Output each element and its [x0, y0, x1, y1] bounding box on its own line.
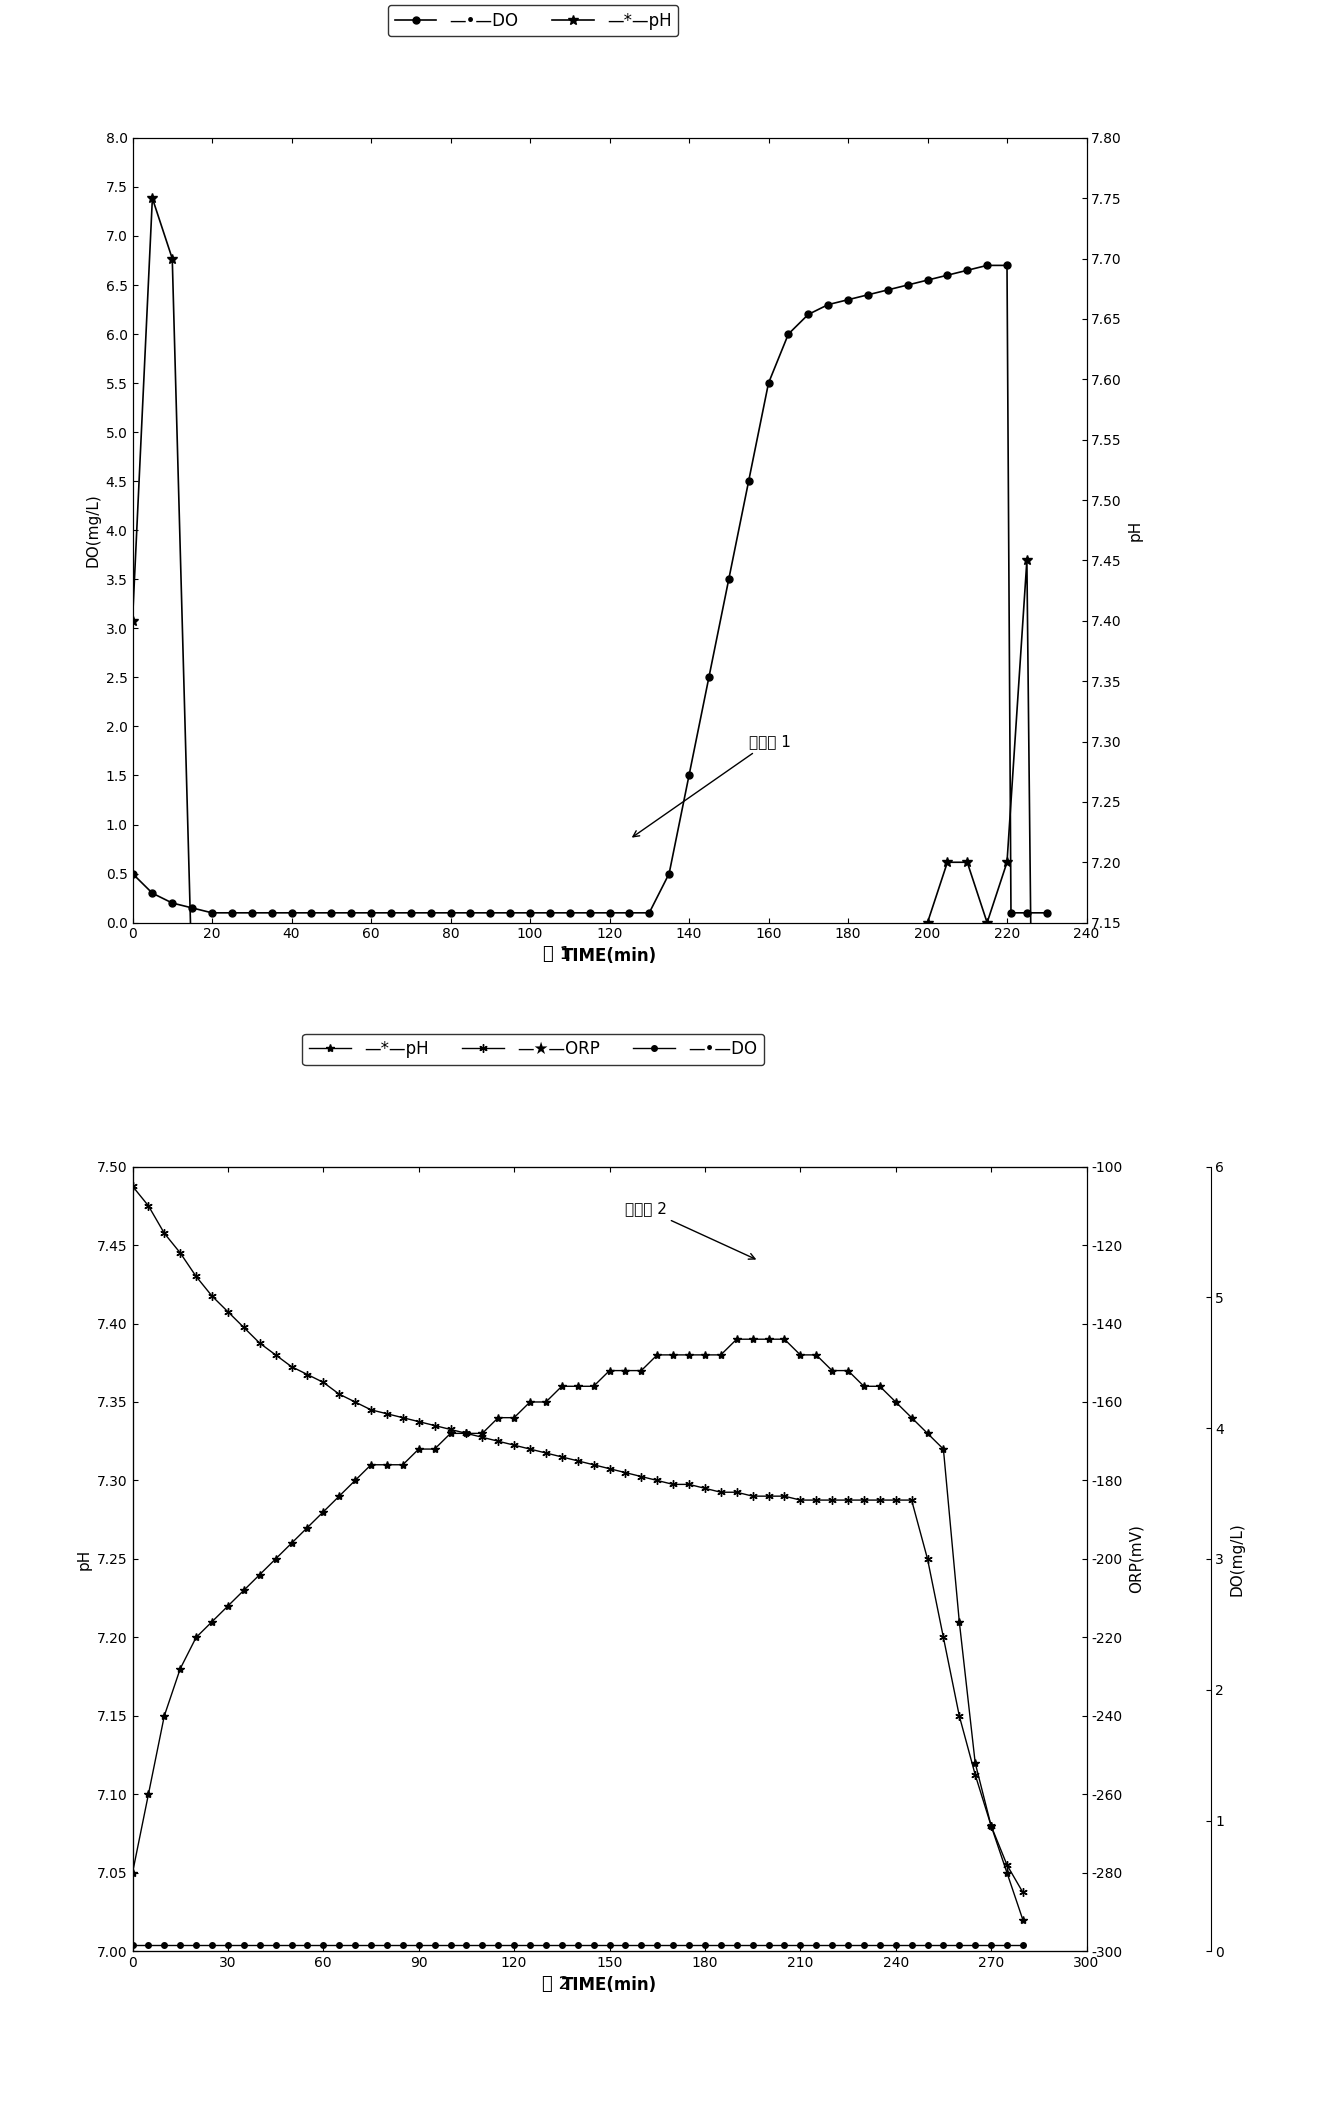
Y-axis label: pH: pH: [1128, 520, 1142, 541]
Text: 图 1: 图 1: [542, 944, 571, 963]
X-axis label: TIME(min): TIME(min): [562, 948, 657, 965]
X-axis label: TIME(min): TIME(min): [562, 1977, 657, 1994]
Y-axis label: pH: pH: [77, 1548, 91, 1570]
Y-axis label: ORP(mV): ORP(mV): [1129, 1525, 1143, 1593]
Legend: —*—pH, —★—ORP, —•—DO: —*—pH, —★—ORP, —•—DO: [302, 1033, 765, 1065]
Text: 特征点 1: 特征点 1: [633, 734, 791, 838]
Text: 图 2: 图 2: [542, 1975, 571, 1994]
Y-axis label: DO(mg/L): DO(mg/L): [85, 494, 101, 566]
Text: 特征点 2: 特征点 2: [625, 1203, 755, 1260]
Legend: —•—DO, —*—pH: —•—DO, —*—pH: [388, 4, 678, 36]
Y-axis label: DO(mg/L): DO(mg/L): [1230, 1523, 1244, 1595]
